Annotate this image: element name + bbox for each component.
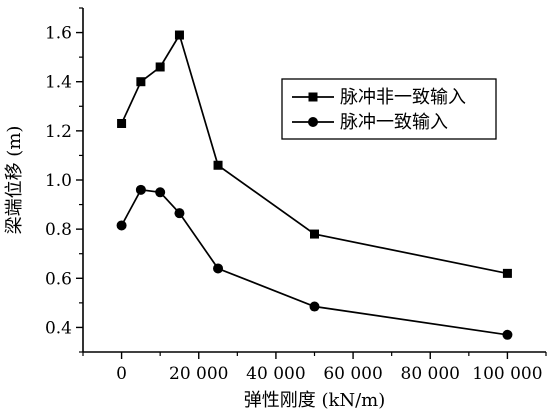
legend-circle-marker	[308, 117, 318, 127]
legend-entry: 脉冲一致输入	[292, 112, 448, 133]
legend-label: 脉冲一致输入	[340, 112, 448, 133]
series-1	[117, 30, 512, 278]
circle-marker	[502, 329, 513, 340]
square-marker	[310, 229, 319, 239]
x-tick-label: 60 000	[323, 364, 382, 384]
square-marker	[117, 118, 127, 128]
square-marker	[174, 30, 184, 40]
x-tick-label: 100 000	[472, 364, 542, 384]
y-axis-title: 梁端位移 (m)	[4, 126, 25, 235]
square-marker	[155, 62, 165, 72]
x-axis-title: 弹性刚度 (kN/m)	[244, 390, 386, 411]
y-tick-label: 0.6	[45, 269, 72, 289]
legend-label: 脉冲非一致输入	[340, 87, 466, 108]
y-tick-label: 1.6	[45, 24, 72, 44]
legend-square-marker	[308, 92, 318, 102]
x-tick-label: 20 000	[169, 364, 228, 384]
x-tick-label: 80 000	[401, 364, 460, 384]
circle-marker	[155, 187, 166, 198]
square-marker	[136, 77, 146, 87]
y-tick-label: 1.2	[45, 122, 72, 142]
square-marker	[502, 268, 512, 278]
circle-marker	[213, 263, 224, 274]
series-layer	[116, 30, 513, 340]
circle-marker	[116, 220, 127, 231]
y-tick-label: 0.4	[45, 318, 72, 338]
y-tick-label: 0.8	[45, 220, 72, 240]
x-tick-label: 0	[116, 364, 127, 384]
legend-box	[281, 78, 497, 140]
axes: 0 20 000 40 000 60 000 80 000 100 000 0.4 0.6 0.…	[45, 7, 547, 384]
y-tick-label: 1.4	[45, 73, 72, 93]
circle-marker	[174, 208, 185, 219]
y-tick-label: 1.0	[45, 171, 72, 191]
circle-marker	[135, 184, 146, 195]
series-2	[116, 184, 513, 340]
circle-marker	[309, 301, 320, 312]
x-tick-label: 40 000	[246, 364, 305, 384]
legend-entry: 脉冲非一致输入	[292, 87, 466, 108]
square-marker	[213, 160, 223, 170]
